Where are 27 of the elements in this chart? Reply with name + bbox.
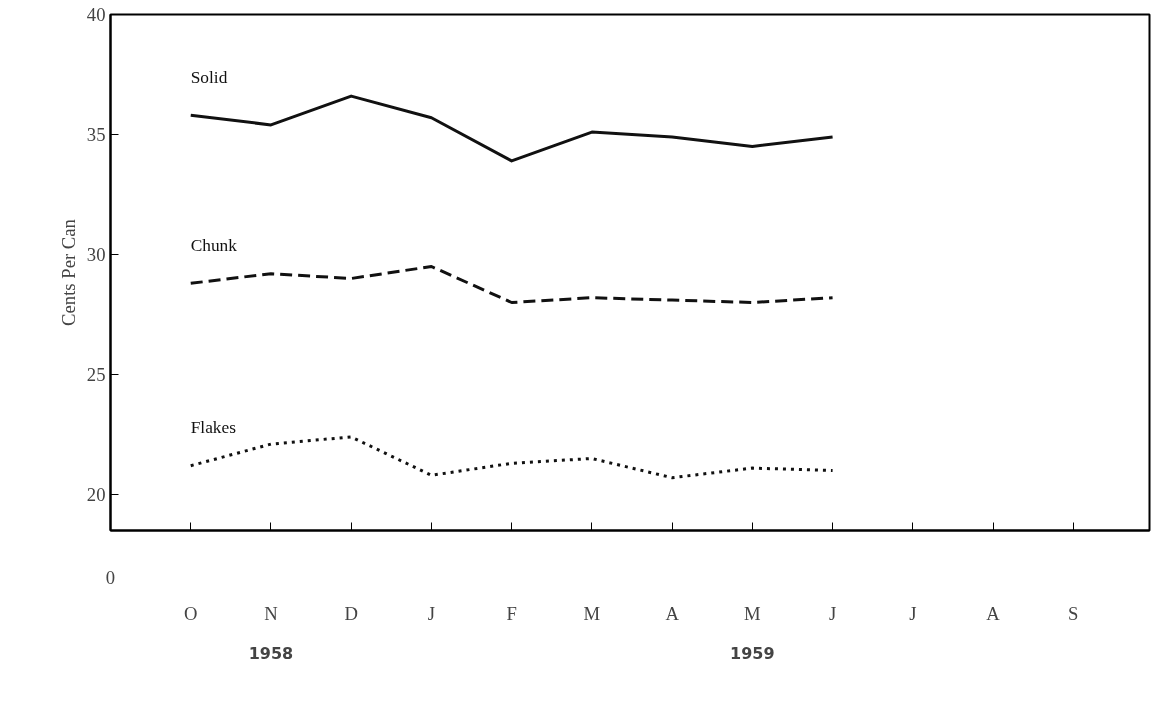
x-tick-label: M xyxy=(744,602,762,624)
x-tick-label: N xyxy=(264,602,279,624)
y-tick-label: 25 xyxy=(86,364,106,385)
series-label: Solid xyxy=(190,67,228,87)
x-tick-label: F xyxy=(506,602,517,624)
series-label: Chunk xyxy=(190,235,238,255)
x-tick-label: D xyxy=(344,602,358,624)
text: 0 xyxy=(105,566,116,588)
text: 1958 xyxy=(248,643,294,663)
x-tick-label: O xyxy=(184,602,198,624)
series-label: Flakes xyxy=(190,417,237,437)
x-tick-label: A xyxy=(665,602,680,624)
x-tick-label: A xyxy=(986,602,1001,624)
x-tick-label: S xyxy=(1068,602,1079,624)
text: 1959 xyxy=(730,643,775,663)
x-tick-label: J xyxy=(909,602,917,624)
line-series xyxy=(189,265,835,304)
y-tick-label: 35 xyxy=(86,124,106,145)
y-tick-label: 40 xyxy=(86,4,106,25)
y-tick-label: 30 xyxy=(86,244,106,265)
y-tick-label: 20 xyxy=(86,484,106,505)
y-axis-title: Cents Per Can xyxy=(57,218,79,326)
x-tick-label: J xyxy=(828,602,837,624)
line-series xyxy=(189,435,835,480)
x-tick-label: M xyxy=(583,602,601,624)
x-tick-label: J xyxy=(427,602,436,624)
line-series xyxy=(189,94,835,163)
